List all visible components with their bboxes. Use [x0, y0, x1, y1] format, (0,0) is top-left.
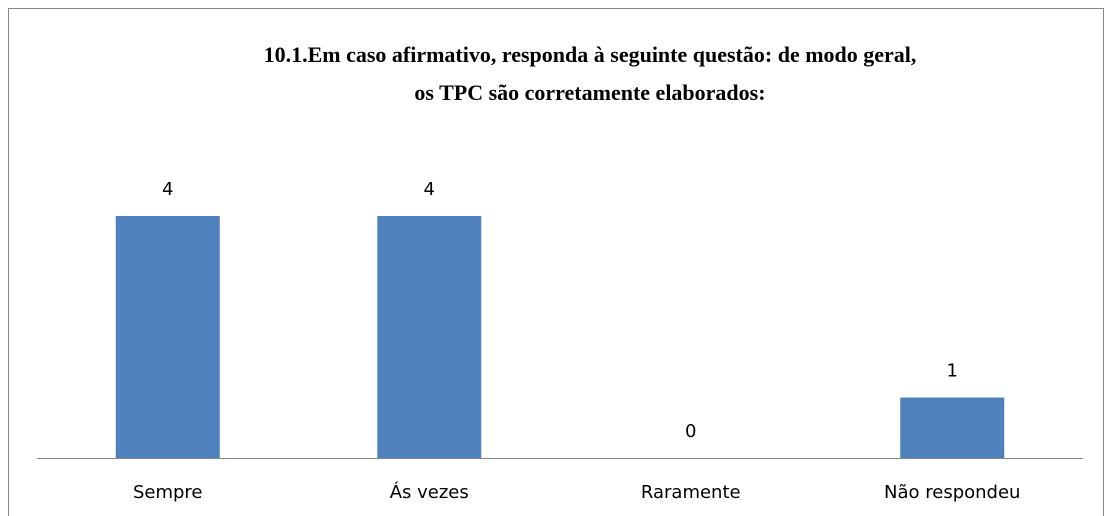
data-label: 0 [685, 421, 696, 442]
data-label: 4 [162, 179, 173, 200]
bar [115, 216, 220, 458]
chart-title: os TPC são corretamente elaborados: [414, 80, 765, 105]
x-tick-label: Não respondeu [884, 482, 1020, 503]
bar [900, 397, 1005, 458]
data-label: 4 [424, 179, 435, 200]
x-tick-label: Raramente [641, 482, 741, 503]
x-tick-label: Sempre [133, 482, 203, 503]
bar [377, 216, 482, 458]
x-tick-label: Ás vezes [390, 481, 469, 503]
chart-title: 10.1.Em caso afirmativo, responda à segu… [264, 42, 917, 67]
data-label: 1 [947, 361, 958, 382]
